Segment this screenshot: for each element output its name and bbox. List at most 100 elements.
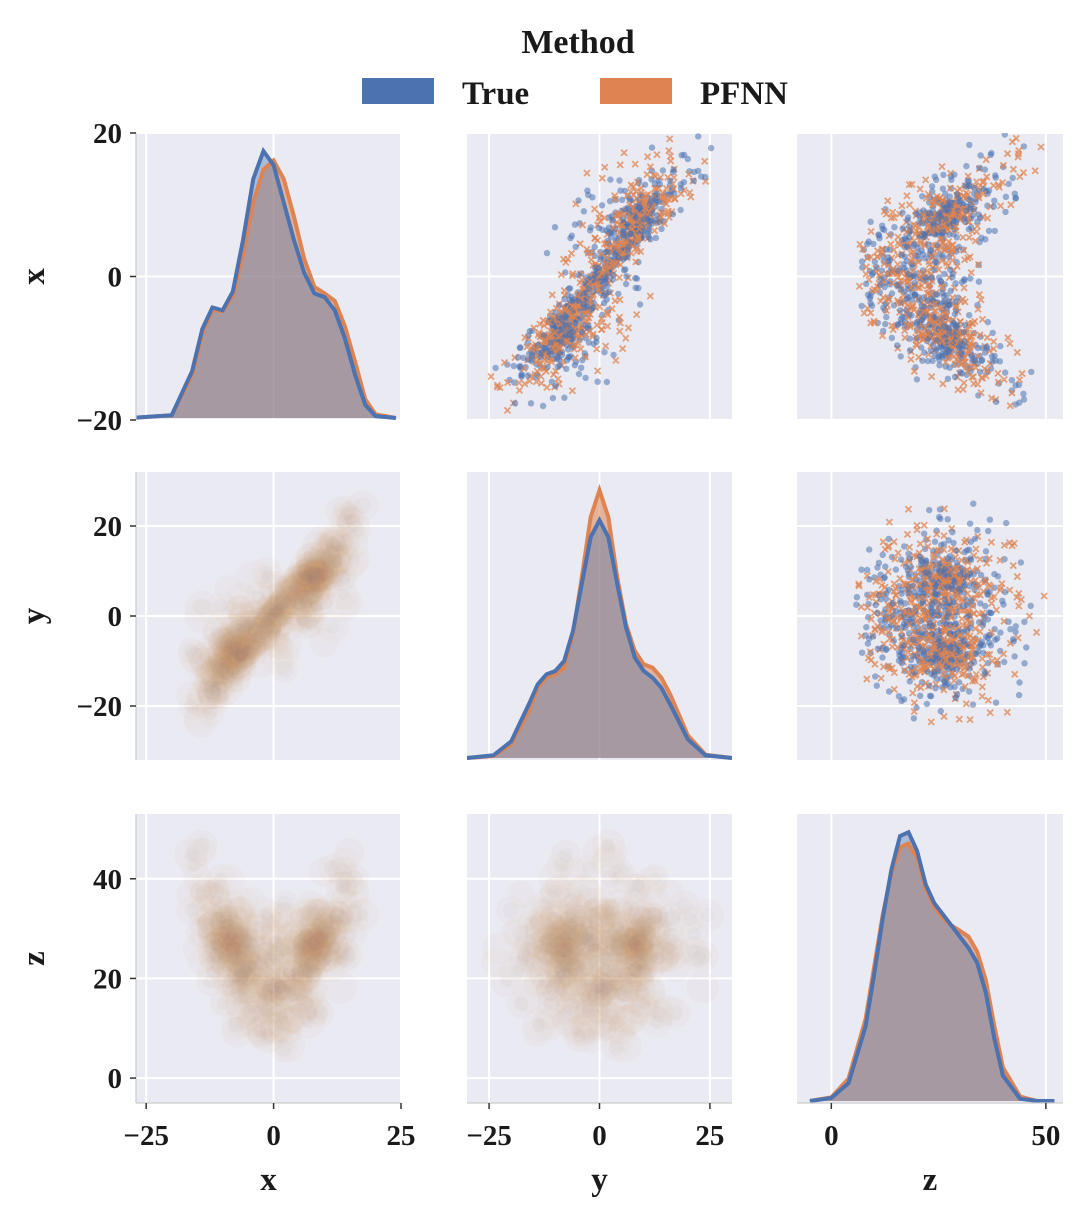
kde-density-blob xyxy=(252,942,286,976)
scatter-point-true xyxy=(605,224,612,231)
scatter-point-pfnn xyxy=(905,543,914,551)
scatter-point-true xyxy=(1005,180,1012,188)
scatter-point-pfnn xyxy=(922,194,931,202)
kde-density-blob xyxy=(225,954,257,986)
scatter-point-true xyxy=(863,624,870,631)
scatter-point-pfnn xyxy=(913,521,921,530)
scatter-point-pfnn xyxy=(978,692,986,701)
kde-density-blob xyxy=(242,581,275,614)
scatter-point-pfnn xyxy=(900,326,909,335)
kde-density-blob xyxy=(216,632,246,662)
scatter-point-true xyxy=(966,665,973,672)
kde-density-blob xyxy=(195,903,227,935)
kde-density-blob xyxy=(302,898,331,927)
scatter-point-true xyxy=(984,591,991,598)
kde-density-blob xyxy=(275,960,304,989)
scatter-point-true xyxy=(633,275,641,282)
kde-density-blob xyxy=(305,898,335,927)
kde-density-blob xyxy=(268,1002,296,1031)
kde-density-blob xyxy=(316,523,346,554)
scatter-point-pfnn xyxy=(902,321,911,329)
kde-density-blob xyxy=(293,973,328,1008)
scatter-point-true xyxy=(895,657,903,664)
scatter-point-true xyxy=(678,152,685,159)
scatter-point-pfnn xyxy=(957,653,965,661)
scatter-point-pfnn xyxy=(855,580,863,588)
kde-density-blob xyxy=(189,906,222,939)
kde-density-blob xyxy=(339,529,369,559)
scatter-point-true xyxy=(562,332,569,340)
scatter-point-true xyxy=(982,602,989,610)
kde-density-blob xyxy=(255,906,282,933)
kde-density-blob xyxy=(301,928,331,958)
kde-density-blob xyxy=(330,885,359,914)
scatter-point-true xyxy=(868,302,876,309)
kde-density-blob xyxy=(266,993,298,1025)
scatter-point-true xyxy=(527,400,535,407)
scatter-point-pfnn xyxy=(867,227,875,236)
panel-body xyxy=(855,133,1045,410)
kde-density-blob xyxy=(243,616,271,644)
kde-density-blob xyxy=(209,926,237,954)
scatter-point-true xyxy=(582,280,589,287)
kde-density-core xyxy=(216,689,230,703)
kde-density-blob xyxy=(271,890,299,918)
kde-density-blob xyxy=(256,984,284,1011)
scatter-point-true xyxy=(897,609,904,616)
scatter-point-true xyxy=(905,271,912,278)
scatter-point-pfnn xyxy=(855,282,864,290)
kde-density-blob xyxy=(224,634,257,667)
scatter-point-true xyxy=(510,362,517,370)
kde-density-blob xyxy=(259,574,292,607)
kde-density-blob xyxy=(262,595,290,623)
kde-density-blob xyxy=(200,670,233,703)
scatter-point-pfnn xyxy=(686,189,694,197)
scatter-point-pfnn xyxy=(962,194,970,202)
kde-density-blob xyxy=(270,936,299,964)
kde-density-blob xyxy=(180,851,208,879)
scatter-point-true xyxy=(635,284,642,292)
kde-density-blob xyxy=(296,948,327,979)
scatter-point-true xyxy=(585,339,592,346)
scatter-point-true xyxy=(932,685,939,692)
kde-density-blob xyxy=(262,593,293,624)
kde-density-blob xyxy=(219,935,248,964)
kde-density-blob xyxy=(209,925,242,958)
scatter-point-true xyxy=(968,352,975,359)
kde-density-blob xyxy=(293,945,327,978)
scatter-point-true xyxy=(684,155,691,163)
scatter-point-pfnn xyxy=(635,232,643,241)
kde-density-blob xyxy=(225,931,256,962)
scatter-point-pfnn xyxy=(579,221,587,229)
kde-density-blob xyxy=(209,990,237,1017)
scatter-point-true xyxy=(599,226,606,233)
kde-density-blob xyxy=(313,908,343,938)
scatter-point-pfnn xyxy=(909,267,917,275)
kde-density-blob xyxy=(292,588,319,616)
kde-density-blob xyxy=(276,570,309,603)
scatter-point-true xyxy=(936,569,943,576)
scatter-point-true xyxy=(526,328,533,335)
kde-density-blob xyxy=(296,930,326,960)
kde-density-core xyxy=(338,909,354,925)
scatter-point-true xyxy=(933,336,940,344)
scatter-point-true xyxy=(906,678,913,685)
kde-density-blob xyxy=(317,932,349,965)
kde-density-blob xyxy=(280,569,308,597)
scatter-point-true xyxy=(516,363,523,370)
scatter-point-pfnn xyxy=(643,153,652,161)
scatter-point-pfnn xyxy=(990,337,998,346)
scatter-point-true xyxy=(873,264,880,271)
scatter-point-true xyxy=(876,235,883,242)
kde-density-blob xyxy=(260,923,287,950)
scatter-point-true xyxy=(575,370,583,378)
kde-density-blob xyxy=(223,631,250,658)
kde-density-blob xyxy=(321,545,353,577)
kde-density-blob xyxy=(229,617,262,650)
kde-density-blob xyxy=(209,946,244,980)
kde-density-core xyxy=(209,920,225,936)
scatter-point-true xyxy=(1002,208,1009,216)
kde-density-blob xyxy=(249,966,281,998)
scatter-point-true xyxy=(905,585,912,592)
kde-density-blob xyxy=(269,979,297,1007)
